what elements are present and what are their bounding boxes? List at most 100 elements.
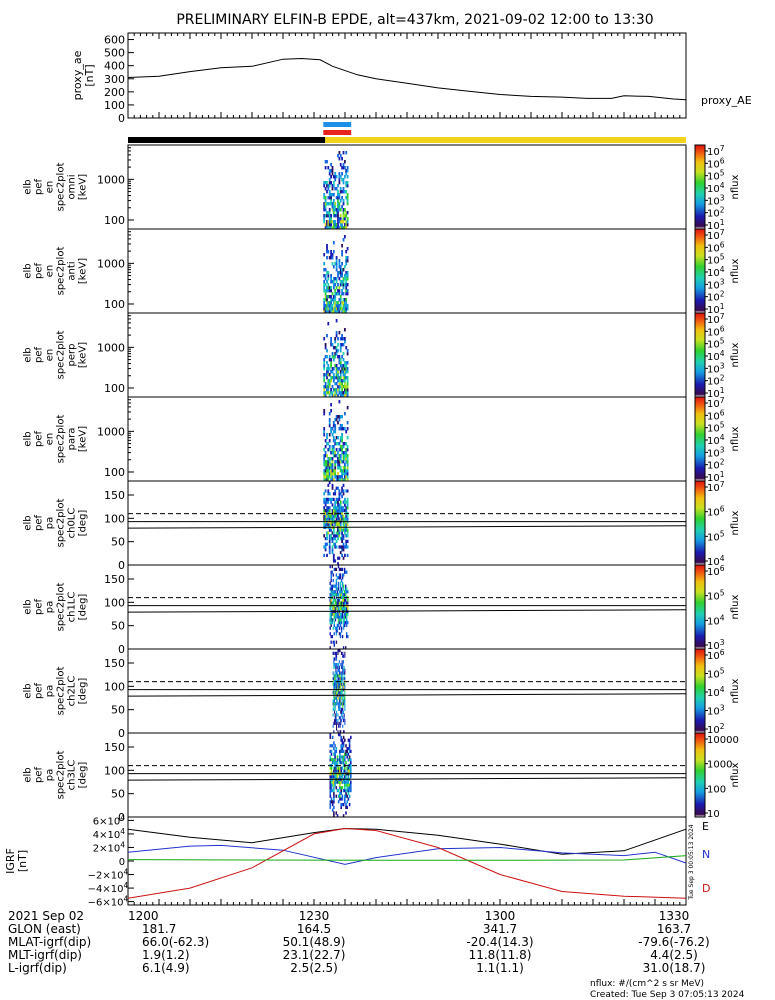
heatmap-cell bbox=[329, 565, 331, 569]
heatmap-cell bbox=[331, 789, 334, 793]
heatmap-cell bbox=[338, 427, 341, 431]
heatmap-cell bbox=[337, 214, 339, 218]
heatmap-cell bbox=[342, 601, 345, 605]
heatmap-cell bbox=[334, 696, 336, 700]
axis-tick-value: 4.4(2.5) bbox=[650, 948, 698, 962]
heatmap-cell bbox=[342, 385, 345, 389]
heatmap-cell bbox=[344, 752, 346, 756]
heatmap-cell bbox=[341, 635, 344, 639]
heatmap-cell bbox=[332, 517, 335, 521]
created-stamp: Created: Tue Sep 3 07:05:13 2024 bbox=[590, 990, 745, 1000]
heatmap-cell bbox=[340, 674, 342, 678]
heatmap-cell bbox=[326, 531, 328, 535]
heatmap-cell bbox=[328, 418, 331, 422]
heatmap-cell bbox=[324, 385, 327, 389]
heatmap-cell bbox=[340, 587, 343, 591]
heatmap-cell bbox=[334, 716, 336, 720]
heatmap-cell bbox=[323, 497, 326, 501]
heatmap-cell bbox=[345, 789, 347, 793]
heatmap-cell bbox=[334, 534, 337, 538]
heatmap-cell bbox=[341, 379, 343, 383]
igrf-ytick-label: −4×104 bbox=[88, 881, 129, 895]
heatmap-cell bbox=[327, 250, 330, 254]
heatmap-cell bbox=[332, 358, 335, 362]
heatmap-cell bbox=[326, 271, 328, 275]
heatmap-cell bbox=[344, 789, 346, 793]
heatmap-cell bbox=[345, 223, 348, 227]
heatmap-cell bbox=[336, 699, 338, 703]
heatmap-cell bbox=[336, 702, 338, 706]
heatmap-cell bbox=[342, 749, 345, 753]
heatmap-cell bbox=[342, 710, 344, 714]
heatmap-cell bbox=[332, 307, 335, 311]
heatmap-cell bbox=[338, 705, 340, 709]
heatmap-cell bbox=[344, 463, 346, 467]
ytick-label: 100 bbox=[104, 512, 125, 525]
heatmap-cell bbox=[334, 713, 336, 717]
heatmap-cell bbox=[333, 584, 335, 588]
heatmap-cell bbox=[338, 259, 341, 263]
heatmap-cell bbox=[338, 573, 341, 577]
heatmap-cell bbox=[331, 545, 334, 549]
heatmap-cell bbox=[331, 208, 334, 212]
heatmap-cell bbox=[337, 379, 339, 383]
heatmap-cell bbox=[331, 457, 334, 461]
heatmap-cell bbox=[333, 761, 335, 765]
heatmap-cell bbox=[341, 190, 343, 194]
heatmap-cell bbox=[339, 716, 341, 720]
heatmap-cell bbox=[338, 418, 341, 422]
ytick-label: 0 bbox=[118, 811, 125, 824]
heatmap-cell bbox=[331, 593, 333, 597]
heatmap-cell bbox=[330, 466, 332, 470]
axis-tick-value: 50.1(48.9) bbox=[283, 935, 346, 949]
heatmap-cell bbox=[345, 262, 348, 266]
heatmap-cell bbox=[327, 500, 330, 504]
heatmap-cell bbox=[339, 635, 342, 639]
heatmap-cell bbox=[324, 454, 327, 458]
heatmap-cell bbox=[342, 343, 345, 347]
heatmap-cell bbox=[326, 433, 328, 437]
heatmap-cell bbox=[334, 208, 337, 212]
heatmap-cell bbox=[346, 794, 348, 798]
heatmap-cell bbox=[345, 534, 348, 538]
heatmap-cell bbox=[342, 280, 345, 284]
heatmap-cell bbox=[341, 469, 343, 473]
heatmap-cell bbox=[347, 769, 350, 773]
heatmap-cell bbox=[341, 797, 344, 801]
heatmap-cell bbox=[346, 391, 349, 395]
heatmap-cell bbox=[334, 671, 336, 675]
heatmap-cell bbox=[345, 280, 348, 284]
anti-ylabel-line: en bbox=[45, 265, 56, 278]
heatmap-cell bbox=[334, 615, 337, 619]
heatmap-cell bbox=[346, 445, 349, 449]
heatmap-cell bbox=[342, 151, 345, 155]
heatmap-cell bbox=[341, 489, 343, 493]
heatmap-cell bbox=[324, 537, 327, 541]
heatmap-cell bbox=[342, 593, 345, 597]
ytick-label: 150 bbox=[104, 573, 125, 586]
axis-tick-value: 1300 bbox=[485, 909, 516, 923]
heatmap-cell bbox=[330, 623, 332, 627]
heatmap-cell bbox=[329, 789, 332, 793]
heatmap-cell bbox=[328, 537, 331, 541]
heatmap-cell bbox=[342, 460, 345, 464]
heatmap-cell bbox=[328, 220, 331, 224]
heatmap-cell bbox=[345, 469, 348, 473]
heatmap-cell bbox=[342, 472, 345, 476]
heatmap-cell bbox=[336, 814, 339, 818]
heatmap-cell bbox=[344, 328, 346, 332]
heatmap-cell bbox=[346, 523, 349, 527]
heatmap-cell bbox=[327, 304, 330, 308]
heatmap-cell bbox=[332, 691, 334, 695]
heatmap-cell bbox=[347, 797, 350, 801]
heatmap-cell bbox=[326, 370, 328, 374]
heatmap-cell bbox=[344, 385, 346, 389]
heatmap-cell bbox=[334, 761, 336, 765]
heatmap-cell bbox=[334, 427, 337, 431]
heatmap-cell bbox=[342, 758, 345, 762]
heatmap-cell bbox=[328, 394, 331, 398]
heatmap-cell bbox=[327, 489, 330, 493]
heatmap-cell bbox=[339, 733, 341, 737]
axis-tick-value: 1.1(1.1) bbox=[476, 961, 524, 975]
colorbar-tick-label: 106 bbox=[707, 324, 725, 338]
